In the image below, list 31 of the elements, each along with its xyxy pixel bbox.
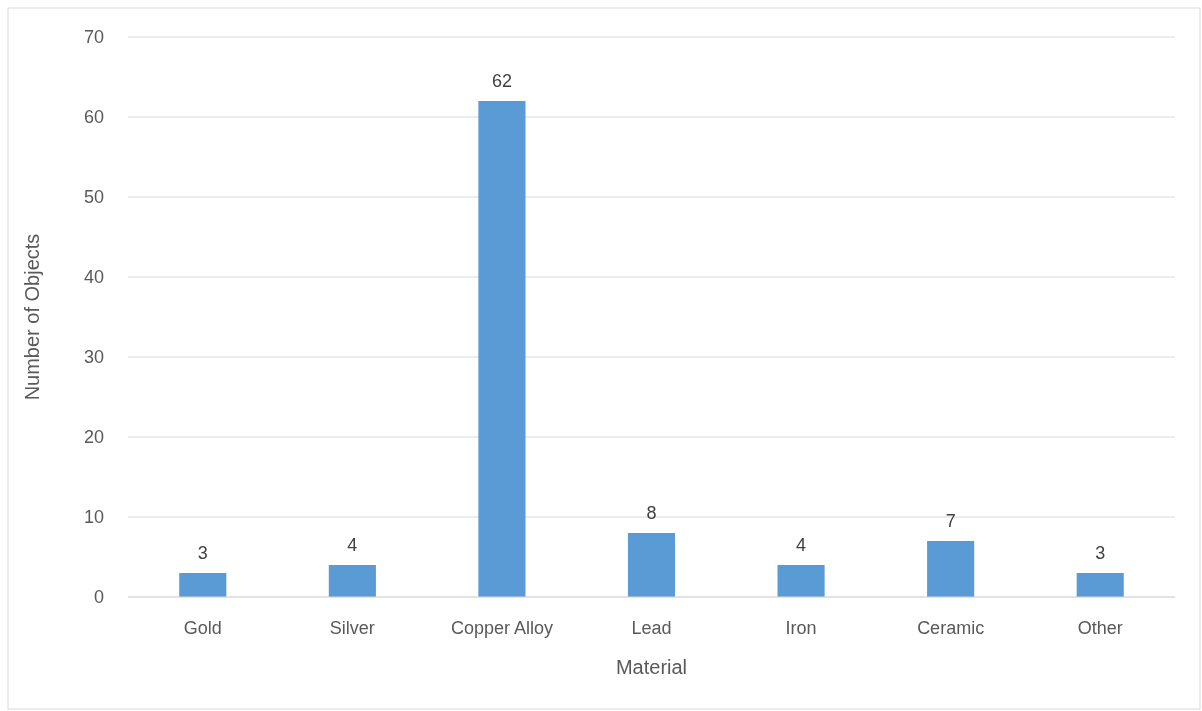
y-tick-label: 10 (83, 507, 104, 528)
data-label: 3 (197, 543, 208, 563)
bar (627, 533, 676, 597)
x-tick-label: Copper Alloy (450, 618, 553, 638)
bar (1076, 573, 1124, 597)
bar (179, 573, 227, 597)
data-label: 62 (491, 71, 512, 91)
y-tick-label: 40 (83, 267, 104, 288)
y-tick-label: 30 (83, 347, 104, 368)
y-tick-label: 50 (83, 187, 104, 208)
bar (328, 565, 376, 597)
data-label: 4 (796, 535, 807, 555)
data-label: 3 (1095, 543, 1106, 563)
data-label: 8 (646, 503, 657, 523)
x-tick-label: Silver (329, 618, 375, 638)
data-label: 4 (347, 535, 358, 555)
x-tick-label: Other (1077, 618, 1123, 638)
bar (777, 565, 825, 597)
y-tick-label: 60 (83, 107, 104, 128)
y-axis-title: Number of Objects (21, 233, 43, 401)
bar (478, 101, 526, 597)
y-tick-label: 70 (83, 27, 104, 48)
x-tick-label: Ceramic (917, 618, 985, 638)
y-tick-label: 20 (83, 427, 104, 448)
bar (927, 541, 975, 597)
x-axis-title: Material (615, 656, 688, 678)
y-tick-label: 0 (93, 587, 104, 608)
x-tick-label: Iron (785, 618, 817, 638)
data-label: 7 (945, 511, 956, 531)
x-tick-label: Gold (183, 618, 222, 638)
x-tick-label: Lead (631, 618, 672, 638)
